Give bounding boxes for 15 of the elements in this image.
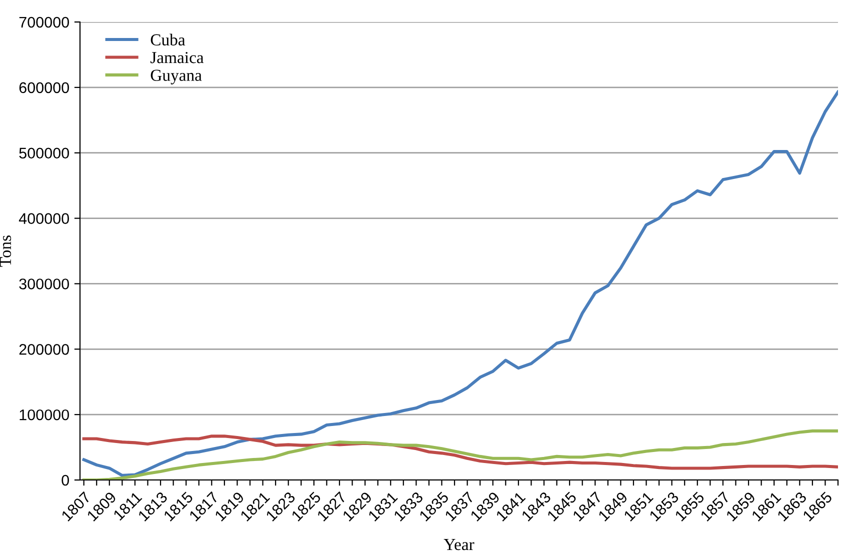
y-tick-label: 0 [62,474,69,486]
legend-label: Cuba [150,34,186,46]
line-series [82,90,838,477]
y-tick-label: 100000 [20,409,69,420]
y-tick-label: 600000 [19,82,69,94]
y-axis-title: Tons [0,236,12,267]
x-axis-title: Year [444,539,474,550]
y-tick-label: 300000 [19,278,69,290]
y-tick-label: 200000 [19,344,69,355]
y-tick-label: 400000 [18,213,69,224]
line-series [82,429,838,480]
legend-label: Jamaica [150,52,204,64]
y-tick-label: 700000 [19,16,69,28]
y-tick-label: 500000 [19,148,69,159]
legend-label: Guyana [150,70,202,84]
